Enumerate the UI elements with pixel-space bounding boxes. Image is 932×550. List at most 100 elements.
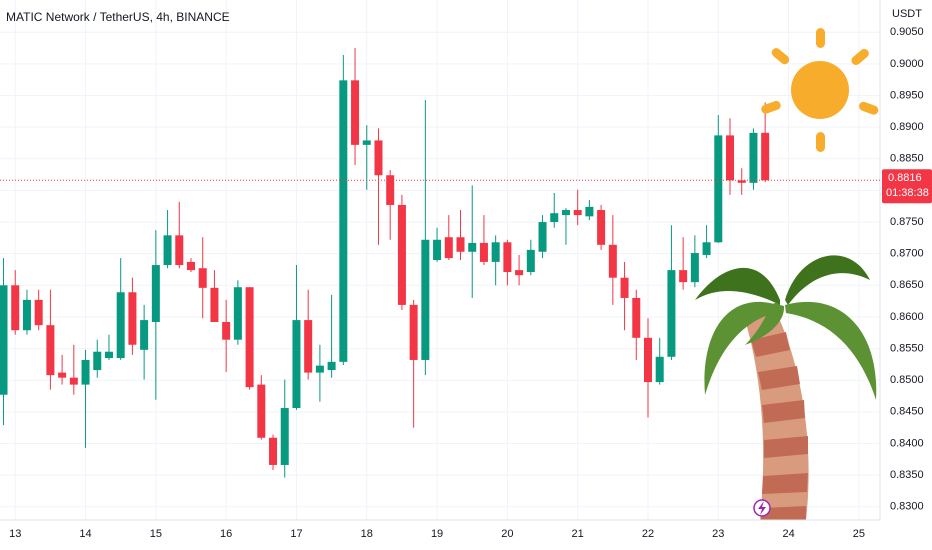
candle-body: [128, 292, 137, 345]
y-tick-label: 0.8400: [890, 437, 924, 449]
candle-body: [315, 365, 324, 373]
candle-body: [210, 287, 219, 322]
candle-body: [116, 292, 125, 359]
candle-body: [550, 213, 559, 223]
candles: [0, 48, 770, 478]
candle-body: [643, 337, 652, 383]
candle-body: [526, 249, 535, 273]
candle-body: [374, 140, 383, 176]
y-tick-label: 0.8500: [890, 374, 924, 386]
candle-body: [690, 253, 699, 283]
candle-body: [257, 384, 266, 438]
candle-body: [538, 222, 547, 252]
candle-body: [585, 206, 594, 217]
candle-body: [11, 285, 20, 331]
candle-body: [679, 270, 688, 283]
candle-body: [397, 204, 406, 305]
candle-body: [0, 285, 8, 395]
candle-body: [93, 351, 102, 371]
y-tick-label: 0.8450: [890, 406, 924, 418]
palm-tree-icon: [695, 255, 877, 520]
y-tick-label: 0.8650: [890, 279, 924, 291]
candle-body: [269, 437, 278, 465]
candle-body: [58, 372, 67, 378]
candle-body: [714, 135, 723, 243]
x-tick-label: 19: [431, 528, 443, 540]
candle-body: [761, 132, 770, 181]
y-tick-label: 0.8300: [890, 501, 924, 513]
y-tick-label: 0.9050: [890, 26, 924, 38]
candle-body: [444, 237, 453, 259]
currency-label: USDT: [892, 8, 922, 20]
candle-body: [163, 235, 172, 266]
x-tick-label: 16: [220, 528, 232, 540]
candle-body: [503, 242, 512, 273]
candle-body: [409, 304, 418, 360]
y-tick-label: 0.8700: [890, 248, 924, 260]
candle-body: [222, 321, 231, 340]
y-tick-label: 0.8950: [890, 89, 924, 101]
candle-body: [69, 377, 78, 385]
candle-body: [726, 135, 735, 181]
flash-icon: [753, 499, 771, 517]
candle-body: [151, 265, 160, 322]
candle-body: [198, 268, 207, 288]
y-tick-label: 0.8550: [890, 342, 924, 354]
x-tick-label: 25: [853, 528, 865, 540]
x-tick-label: 23: [712, 528, 724, 540]
candle-body: [456, 237, 465, 252]
y-tick-label: 0.8850: [890, 153, 924, 165]
candle-body: [632, 297, 641, 338]
candle-body: [573, 210, 582, 216]
candle-body: [46, 325, 55, 376]
candle-body: [339, 80, 348, 362]
countdown-label: 01:38:38: [886, 187, 929, 199]
candle-body: [749, 132, 758, 183]
candle-body: [597, 210, 606, 245]
candle-body: [620, 277, 629, 298]
candle-body: [667, 270, 676, 357]
last-price-box: [882, 169, 932, 204]
candle-body: [34, 299, 43, 326]
candle-body: [386, 175, 395, 205]
candle-body: [245, 287, 254, 388]
x-tick-label: 14: [79, 528, 91, 540]
candle-body: [233, 287, 242, 340]
y-tick-label: 0.8750: [890, 216, 924, 228]
x-tick-label: 13: [9, 528, 21, 540]
candle-body: [304, 320, 313, 373]
candle-body: [479, 242, 488, 262]
candle-body: [351, 80, 360, 145]
decoration: [695, 28, 879, 520]
candle-body: [292, 320, 301, 409]
candle-body: [280, 408, 289, 465]
candle-body: [81, 359, 90, 385]
grid: [0, 0, 880, 520]
candle-body: [655, 356, 664, 383]
x-tick-label: 20: [501, 528, 513, 540]
candle-body: [22, 299, 31, 331]
candle-body: [702, 242, 711, 255]
x-tick-label: 15: [150, 528, 162, 540]
x-tick-label: 21: [572, 528, 584, 540]
sun-icon: [761, 28, 879, 152]
x-tick-label: 24: [782, 528, 794, 540]
candle-body: [140, 320, 149, 350]
last-price-label: 0.8816: [888, 172, 922, 184]
x-tick-label: 17: [290, 528, 302, 540]
candle-body: [186, 261, 195, 271]
y-tick-label: 0.8900: [890, 121, 924, 133]
candle-body: [175, 235, 184, 266]
candle-body: [421, 239, 430, 360]
candle-body: [468, 242, 477, 252]
candle-body: [608, 244, 617, 278]
candle-body: [433, 239, 442, 260]
y-tick-label: 0.8600: [890, 311, 924, 323]
candle-body: [561, 210, 570, 216]
candle-body: [491, 242, 500, 262]
y-tick-label: 0.9000: [890, 58, 924, 70]
candle-body: [515, 270, 524, 276]
